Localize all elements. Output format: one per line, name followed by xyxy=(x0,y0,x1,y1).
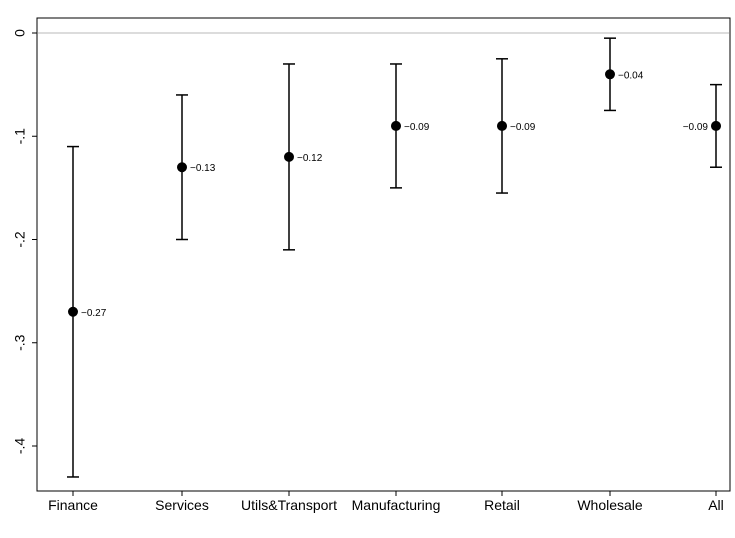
y-axis: 0 -.1 -.2 -.3 -.4 xyxy=(12,29,37,454)
x-axis: Finance Services Utils&Transport Manufactur… xyxy=(48,491,724,513)
error-bar-group: −0.27 xyxy=(67,145,107,478)
error-bar-group: −0.12 xyxy=(283,63,323,251)
error-bar-group: −0.04 xyxy=(604,37,644,112)
point-label: −0.09 xyxy=(404,122,430,133)
plot-area xyxy=(36,17,731,492)
point-label: −0.12 xyxy=(297,153,323,164)
point-estimate xyxy=(497,120,507,131)
estimates-series: −0.27 −0.13 −0.12 −0.09 −0.09 −0.04 −0.09 xyxy=(67,37,722,478)
error-bar-group: −0.09 xyxy=(683,83,722,168)
point-label: −0.13 xyxy=(190,163,216,174)
y-tick-label: -.4 xyxy=(12,438,28,455)
error-bar-group: −0.13 xyxy=(176,94,216,241)
point-estimate xyxy=(177,162,187,173)
y-tick-label: 0 xyxy=(12,29,28,37)
point-label: −0.09 xyxy=(683,122,709,133)
error-bar-group: −0.09 xyxy=(390,63,430,189)
point-estimate xyxy=(711,120,721,131)
point-estimate xyxy=(68,306,78,317)
point-estimate xyxy=(605,69,615,80)
x-tick-label: Services xyxy=(155,497,209,513)
point-label: −0.09 xyxy=(510,122,536,133)
y-tick-label: -.2 xyxy=(12,231,28,248)
point-estimate xyxy=(391,120,401,131)
x-tick-label: Finance xyxy=(48,497,98,513)
point-label: −0.04 xyxy=(618,70,644,81)
x-tick-label: Manufacturing xyxy=(352,497,441,513)
x-tick-label: Wholesale xyxy=(577,497,643,513)
point-estimate xyxy=(284,151,294,162)
x-tick-label: Utils&Transport xyxy=(241,497,337,513)
x-tick-label: All xyxy=(708,497,724,513)
x-tick-label: Retail xyxy=(484,497,520,513)
point-label: −0.27 xyxy=(81,308,107,319)
y-tick-label: -.3 xyxy=(12,334,28,351)
y-tick-label: -.1 xyxy=(12,128,28,145)
error-bar-group: −0.09 xyxy=(496,58,536,194)
